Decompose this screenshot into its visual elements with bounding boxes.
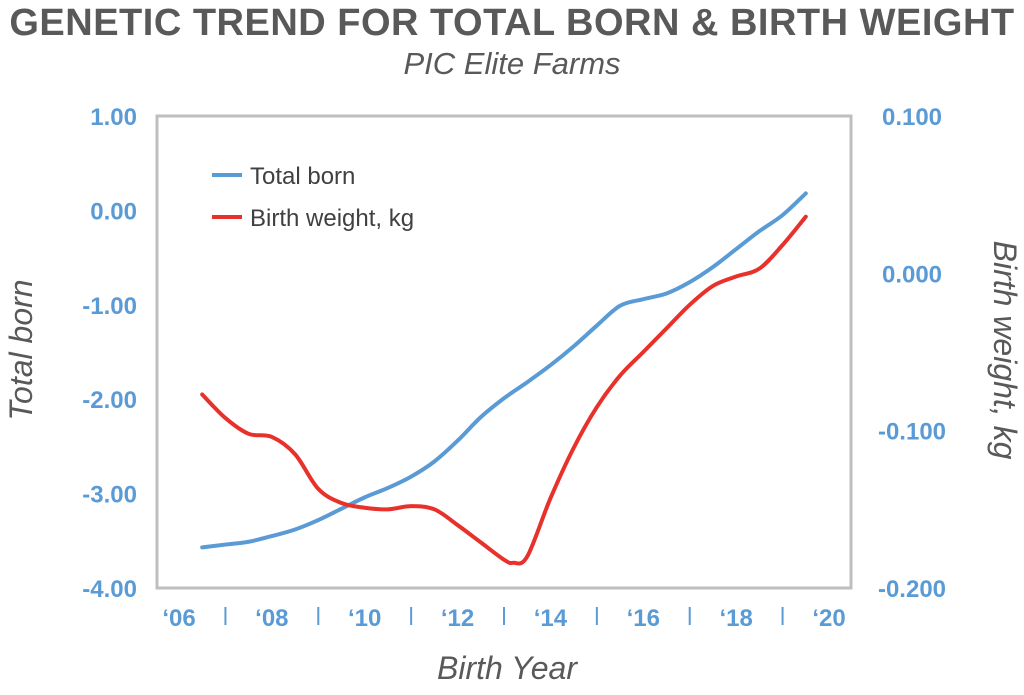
series-line-total-born xyxy=(200,191,808,550)
legend-label-total-born: Total born xyxy=(250,163,355,190)
y-left-tick-label: 1.00 xyxy=(90,104,137,131)
x-tick-label: ‘06 xyxy=(162,605,195,632)
x-tick-label: ‘16 xyxy=(627,605,660,632)
x-axis-ticks xyxy=(224,607,784,625)
series-line-birth-weight xyxy=(200,214,808,566)
y-axis-left-label: Total born xyxy=(3,279,39,420)
y-left-tick-label: -4.00 xyxy=(82,576,137,603)
x-tick-label: ‘18 xyxy=(719,605,752,632)
plot-area-frame xyxy=(155,114,853,590)
y-left-tick-label: 0.00 xyxy=(90,198,137,225)
legend: Total born Birth weight, kg xyxy=(212,163,414,232)
x-tick-label: ‘12 xyxy=(441,605,474,632)
x-tick-label: ‘10 xyxy=(348,605,381,632)
y-left-tick-label: -2.00 xyxy=(82,387,137,414)
y-left-tick-label: -3.00 xyxy=(82,482,137,509)
legend-label-birth-weight: Birth weight, kg xyxy=(250,205,414,232)
series-group xyxy=(200,191,808,566)
x-tick-label: ‘20 xyxy=(812,605,845,632)
chart-title: GENETIC TREND FOR TOTAL BORN & BIRTH WEI… xyxy=(9,2,1015,44)
y-right-tick-label: -0.200 xyxy=(878,576,946,603)
y-left-tick-label: -1.00 xyxy=(82,293,137,320)
y-right-tick-label: -0.100 xyxy=(878,419,946,446)
y-right-tick-label: 0.000 xyxy=(882,261,942,288)
x-axis-label: Birth Year xyxy=(437,650,578,686)
y-axis-right-tick-labels: 0.100 0.000 -0.100 -0.200 xyxy=(878,104,946,603)
x-axis-tick-labels: ‘06 ‘08 ‘10 ‘12 ‘14 ‘16 ‘18 ‘20 xyxy=(162,605,845,632)
y-axis-left-tick-labels: 1.00 0.00 -1.00 -2.00 -3.00 -4.00 xyxy=(82,104,137,603)
x-tick-label: ‘14 xyxy=(534,605,568,632)
chart-subtitle: PIC Elite Farms xyxy=(403,46,621,81)
x-tick-label: ‘08 xyxy=(255,605,288,632)
y-axis-right-label: Birth weight, kg xyxy=(987,241,1023,460)
y-right-tick-label: 0.100 xyxy=(882,104,942,131)
